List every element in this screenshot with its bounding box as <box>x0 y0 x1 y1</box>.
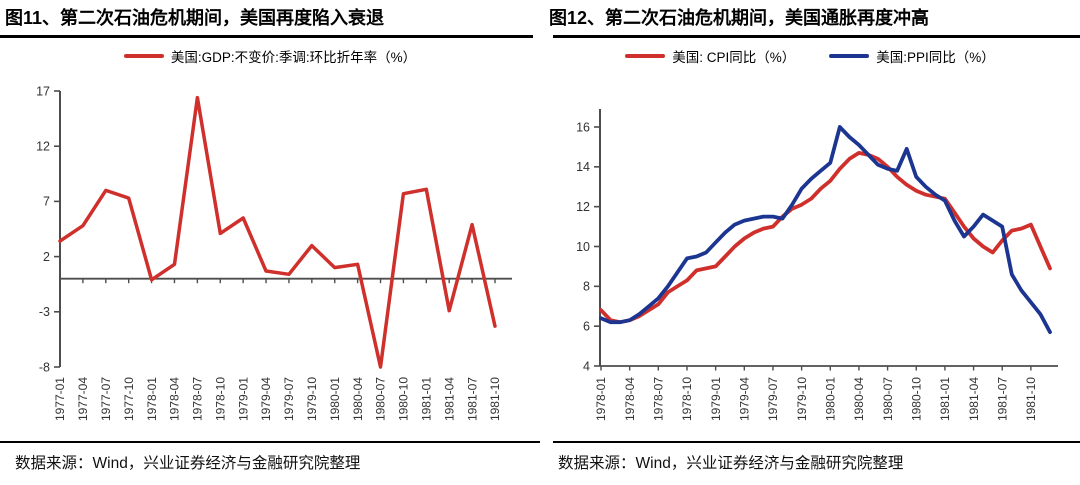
x-tick-label: 1978-04 <box>168 376 182 420</box>
legend-line-marker <box>123 54 164 58</box>
y-tick-label: -8 <box>39 360 50 374</box>
x-tick-label: 1980-01 <box>328 376 342 420</box>
x-tick-label: 1978-01 <box>145 376 159 420</box>
series-line <box>58 95 497 369</box>
x-tick-label: 1981-07 <box>465 376 479 420</box>
x-tick-label: 1981-04 <box>442 376 456 420</box>
x-tick-label: 1981-01 <box>420 376 434 420</box>
y-tick-label: 8 <box>583 279 590 293</box>
x-tick-label: 1981-01 <box>938 376 952 420</box>
figure-11-legend: 美国:GDP:不变价:季调:环比折年率（%） <box>0 38 540 75</box>
legend-line-marker <box>625 54 666 58</box>
x-tick-label: 1977-07 <box>99 376 113 420</box>
x-tick-label: 1980-07 <box>374 376 388 420</box>
y-tick-label: 14 <box>576 160 590 174</box>
cpi-ppi-line-chart: 16 14 12 10 8 6 4 1978-01 1978-04 1978-07 1978-10 1… <box>576 108 1058 421</box>
y-tick-label: 17 <box>36 84 50 98</box>
x-tick-label: 1979-07 <box>282 376 296 420</box>
y-tick-label: 12 <box>36 139 50 153</box>
figure-12-title-rule <box>553 35 1080 38</box>
figure-12-legend: 美国: CPI同比（%） 美国:PPI同比（%） <box>540 38 1080 75</box>
x-tick-label: 1979-10 <box>305 376 319 420</box>
x-tick-label: 1981-07 <box>995 376 1009 420</box>
figure-11-source-rule <box>0 440 540 443</box>
y-tick-label: 16 <box>576 120 590 134</box>
x-tick-label: 1978-10 <box>680 376 694 420</box>
x-tick-label: 1980-01 <box>823 376 837 420</box>
series-line <box>599 150 1052 324</box>
y-tick-label: -3 <box>39 305 50 319</box>
legend-item: 美国: CPI同比（%） <box>625 46 795 66</box>
x-tick-label: 1978-07 <box>191 376 205 420</box>
x-tick-label: 1980-10 <box>909 376 923 420</box>
x-tick-label: 1979-10 <box>795 376 809 420</box>
x-tick-label: 1978-04 <box>623 376 637 420</box>
x-tick-label: 1978-01 <box>594 376 608 420</box>
figure-11-title-rule <box>0 35 533 38</box>
y-tick-label: 6 <box>583 319 590 333</box>
figure-11-title: 图11、第二次石油危机期间，美国再度陷入衰退 <box>5 8 385 28</box>
figure-12-title: 图12、第二次石油危机期间，美国通胀再度冲高 <box>549 8 930 28</box>
x-tick-label: 1978-10 <box>213 376 227 420</box>
y-tick-label: 4 <box>583 359 590 373</box>
y-tick-label: 2 <box>43 249 50 263</box>
x-tick-label: 1977-01 <box>53 376 67 420</box>
legend-label: 美国:PPI同比（%） <box>876 50 995 65</box>
x-tick-label: 1979-01 <box>709 376 723 420</box>
figure-11-panel: 图11、第二次石油危机期间，美国再度陷入衰退 美国:GDP:不变价:季调:环比折… <box>0 8 540 472</box>
x-tick-label: 1979-04 <box>737 376 751 420</box>
figure-12-source-note: 数据来源：Wind，兴业证券经济与金融研究院整理 <box>558 454 904 472</box>
legend-label: 美国:GDP:不变价:季调:环比折年率（%） <box>170 50 417 65</box>
figure-12-source-rule <box>553 440 1080 443</box>
x-tick-label: 1980-10 <box>397 376 411 420</box>
figure-11-source-note: 数据来源：Wind，兴业证券经济与金融研究院整理 <box>15 454 361 472</box>
x-tick-label: 1977-10 <box>122 376 136 420</box>
figure-12-panel: 图12、第二次石油危机期间，美国通胀再度冲高 美国: CPI同比（%） 美国:PP… <box>540 0 1080 485</box>
legend-item: 美国:GDP:不变价:季调:环比折年率（%） <box>123 46 417 66</box>
x-tick-label: 1979-04 <box>259 376 273 420</box>
x-tick-label: 1980-04 <box>852 376 866 420</box>
y-tick-label: 7 <box>43 194 50 208</box>
x-tick-label: 1980-04 <box>351 376 365 420</box>
y-tick-label: 12 <box>576 199 590 213</box>
x-tick-label: 1980-07 <box>881 376 895 420</box>
x-tick-label: 1981-10 <box>488 376 502 420</box>
x-tick-label: 1978-07 <box>652 376 666 420</box>
x-tick-label: 1979-07 <box>766 376 780 420</box>
legend-label: 美国: CPI同比（%） <box>672 50 796 65</box>
x-tick-label: 1981-10 <box>1024 376 1038 420</box>
legend-line-marker <box>829 54 870 58</box>
y-tick-label: 10 <box>576 239 590 253</box>
x-tick-label: 1979-01 <box>236 376 250 420</box>
x-tick-label: 1977-04 <box>76 376 90 420</box>
x-tick-label: 1981-04 <box>967 376 981 420</box>
legend-item: 美国:PPI同比（%） <box>829 46 995 66</box>
series-line <box>599 124 1052 334</box>
